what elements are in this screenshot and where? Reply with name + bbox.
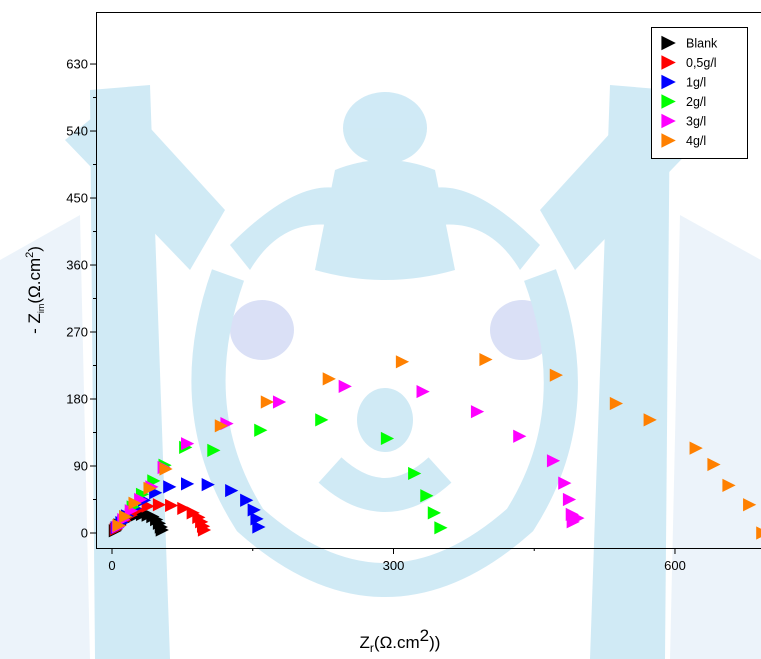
y-tick-label: 180 xyxy=(66,392,88,407)
y-tick-label: 90 xyxy=(74,459,88,474)
data-point xyxy=(254,423,268,437)
data-point xyxy=(124,504,138,518)
data-point xyxy=(181,437,195,451)
data-point xyxy=(181,477,195,491)
legend-marker xyxy=(661,74,676,90)
data-point xyxy=(380,431,395,446)
data-point xyxy=(479,352,493,367)
legend-marker xyxy=(661,55,676,70)
data-point xyxy=(197,523,212,537)
y-tick-label: 360 xyxy=(66,258,88,273)
data-point xyxy=(119,510,133,524)
data-point xyxy=(707,457,721,472)
data-point xyxy=(152,498,167,512)
data-point xyxy=(427,506,441,520)
legend-label: Blank xyxy=(686,37,718,51)
x-tick-label: 600 xyxy=(664,558,686,573)
data-point xyxy=(470,405,485,419)
data-point xyxy=(225,483,239,498)
legend-label: 4g/l xyxy=(686,134,706,148)
data-points xyxy=(108,352,761,540)
data-point xyxy=(420,489,434,503)
y-axis-title: - Zim(Ω.cm2) xyxy=(24,246,46,334)
data-point xyxy=(434,521,448,535)
data-point xyxy=(643,413,657,427)
data-point xyxy=(260,395,274,409)
data-point xyxy=(562,492,577,507)
x-tick-label: 0 xyxy=(108,558,115,573)
data-point xyxy=(155,523,169,537)
data-point xyxy=(201,478,215,492)
legend-label: 0,5g/l xyxy=(686,56,717,70)
data-point xyxy=(272,395,287,409)
data-point xyxy=(214,419,228,433)
data-point xyxy=(395,355,410,369)
legend-label: 2g/l xyxy=(686,95,706,109)
data-point xyxy=(322,372,336,386)
x-axis-title: Zr(Ω.cm2)) xyxy=(360,626,441,655)
y-tick-label: 540 xyxy=(66,124,88,139)
data-point xyxy=(689,441,703,455)
data-point xyxy=(546,454,561,468)
data-point xyxy=(571,511,585,525)
data-point xyxy=(207,443,221,457)
data-point xyxy=(112,518,126,533)
data-point xyxy=(165,498,179,513)
x-tick-label: 300 xyxy=(383,558,405,573)
y-tick-label: 0 xyxy=(81,526,88,541)
data-point xyxy=(609,396,624,411)
data-point xyxy=(159,462,173,476)
data-point xyxy=(756,526,761,540)
axes-frame xyxy=(96,12,761,549)
legend-label: 1g/l xyxy=(686,76,706,90)
data-point xyxy=(338,379,352,393)
data-point xyxy=(252,520,266,534)
y-tick-label: 270 xyxy=(66,325,88,340)
y-tick-labels: 0 90 180 270 360 450 540 630 xyxy=(66,57,88,541)
x-tick-labels: 0 300 600 xyxy=(108,558,685,573)
data-point xyxy=(163,480,177,494)
legend-marker xyxy=(661,133,676,148)
data-point xyxy=(240,493,254,507)
data-point xyxy=(513,429,527,443)
legend-marker xyxy=(661,113,676,129)
data-point xyxy=(549,368,563,382)
data-point xyxy=(408,466,422,481)
data-point xyxy=(558,476,572,490)
legend-label: 3g/l xyxy=(686,115,706,129)
data-point xyxy=(143,481,157,495)
data-point xyxy=(743,498,757,512)
watermark-logo xyxy=(0,85,761,659)
legend-marker xyxy=(661,35,676,51)
data-point xyxy=(416,384,430,399)
axis-ticks xyxy=(90,63,676,554)
y-tick-label: 450 xyxy=(66,191,88,206)
data-point xyxy=(722,478,736,492)
data-point xyxy=(315,413,329,427)
series-4g-l xyxy=(112,352,761,540)
data-point xyxy=(128,496,142,510)
data-point xyxy=(177,501,191,516)
legend-marker xyxy=(661,94,676,109)
legend: Blank 0,5g/l 1g/l 2g/l 3g/l 4g/l xyxy=(651,27,748,159)
y-tick-label: 630 xyxy=(66,57,88,72)
